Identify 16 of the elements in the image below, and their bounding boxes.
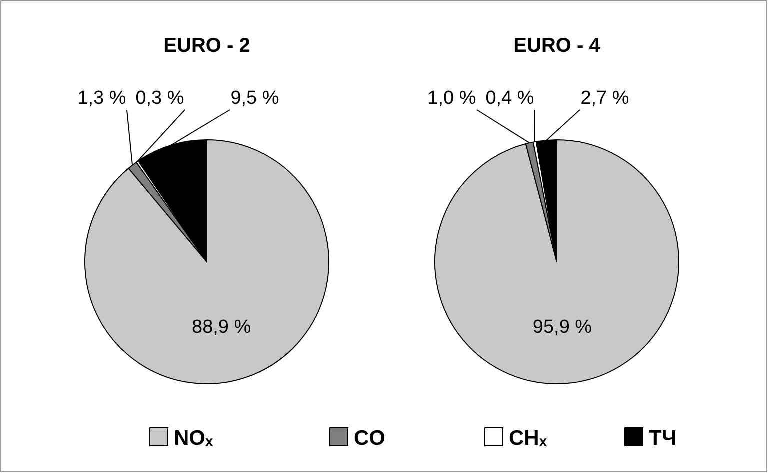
data-label: 0,4 % bbox=[486, 88, 534, 109]
data-label: 88,9 % bbox=[192, 316, 252, 338]
data-label: 0,3 % bbox=[136, 88, 184, 109]
data-label: 9,5 % bbox=[230, 88, 280, 109]
data-label: 95,9 % bbox=[532, 316, 592, 338]
data-label: 1,0 % bbox=[428, 88, 476, 109]
legend-label: CHₓ bbox=[509, 427, 548, 450]
data-label: 1,3 % bbox=[78, 88, 126, 109]
pie-slice bbox=[84, 140, 330, 384]
pie-slice bbox=[434, 140, 680, 384]
legend-label: NOₓ bbox=[174, 427, 214, 450]
data-label: 2,7 % bbox=[580, 88, 630, 109]
chart-title: EURO - 2 bbox=[164, 35, 250, 57]
chart-title: EURO - 4 bbox=[514, 35, 602, 57]
legend-label: CO bbox=[354, 427, 386, 450]
legend-label: ТЧ bbox=[649, 427, 677, 450]
